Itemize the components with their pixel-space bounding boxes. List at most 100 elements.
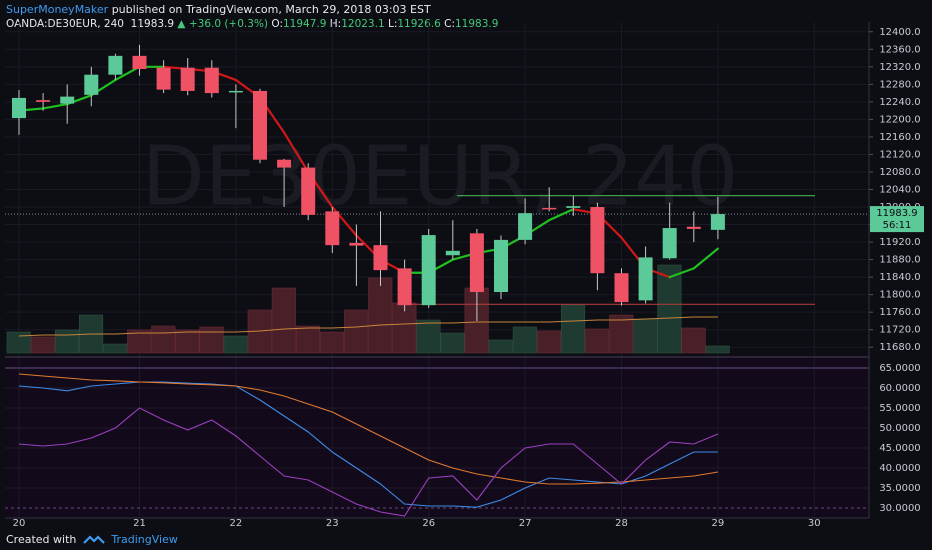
volume-bar	[416, 319, 441, 354]
candle-body	[373, 245, 388, 271]
volume-bar	[344, 309, 369, 354]
candle-body	[542, 207, 557, 210]
x-tick-label: 30	[808, 518, 821, 529]
watermark: DE30EUR, 240	[142, 129, 739, 224]
y-tick-label: 30.0000	[879, 503, 920, 514]
y-tick-label: 50.0000	[879, 423, 920, 434]
created: Created with	[6, 533, 77, 546]
volume-bar	[609, 314, 634, 354]
y-tick-label: 11720.0	[879, 325, 920, 336]
volume-bar	[295, 325, 321, 354]
x-tick-label: 27	[519, 518, 532, 529]
x-tick-label: 29	[712, 518, 725, 529]
l: 11926.6	[397, 18, 441, 30]
ma-segment	[283, 131, 310, 174]
candle-body	[156, 67, 171, 90]
volume-bar	[585, 328, 610, 354]
y-tick-label: 12040.0	[879, 185, 920, 196]
volume-bar	[271, 287, 296, 354]
candle-body	[349, 242, 364, 246]
volume-bar	[223, 335, 248, 354]
volume-bar	[199, 326, 224, 354]
y-tick-label: 11920.0	[879, 237, 920, 248]
candle-body	[180, 67, 195, 91]
volume-bar	[30, 336, 55, 354]
y-tick-label: 12320.0	[879, 62, 920, 73]
candle-body	[36, 100, 51, 102]
volume-bar	[512, 326, 537, 354]
y-tick-label: 11800.0	[879, 290, 920, 301]
y-tick-label: 40.0000	[879, 463, 920, 474]
candle-body	[228, 90, 243, 93]
last: 11983.9	[130, 18, 175, 30]
candle-body	[421, 235, 436, 306]
y-tick-label: 55.0000	[879, 403, 920, 414]
last-price-label: 11983.9	[876, 208, 917, 219]
author[interactable]: SuperMoneyMaker	[6, 3, 109, 16]
c: 11983.9	[455, 18, 499, 30]
volume-bar	[536, 330, 562, 354]
volume-bar	[319, 331, 345, 354]
candle-body	[662, 228, 677, 259]
candle-body	[301, 167, 316, 215]
y-tick-label: 45.0000	[879, 443, 920, 454]
candle-body	[108, 55, 123, 75]
candle-body	[614, 273, 629, 303]
candle-body	[132, 55, 147, 70]
ma-segment	[692, 247, 720, 270]
volume-bar	[127, 329, 152, 354]
volume-bar	[54, 329, 80, 354]
countdown: 56:11	[883, 220, 912, 231]
last-price-tag	[870, 206, 924, 233]
y-tick-label: 11760.0	[879, 307, 920, 318]
y-tick-label: 12360.0	[879, 44, 920, 55]
y-tick-label: 12200.0	[879, 114, 920, 125]
volume-bar	[560, 304, 586, 354]
l-label: L:	[387, 18, 398, 30]
brand[interactable]: TradingView	[111, 533, 178, 546]
y-tick-label: 12280.0	[879, 79, 920, 90]
candle-body	[397, 268, 412, 306]
y-tick-label: 11880.0	[879, 255, 920, 266]
volume-bar	[6, 331, 31, 354]
volume-bar	[488, 339, 513, 354]
x-tick-label: 23	[326, 518, 339, 529]
volume-bar	[657, 264, 682, 354]
candle-body	[494, 239, 508, 293]
x-tick-label: 21	[133, 518, 146, 529]
symbol-line: OANDA:DE30EUR, 240 11983.9 ▲ +36.0 (+0.3…	[6, 18, 498, 30]
candle-body	[566, 206, 581, 208]
y-tick-label: 11680.0	[879, 342, 920, 353]
x-tick-label: 26	[422, 518, 435, 529]
candle-body	[84, 74, 99, 95]
y-tick-label: 12080.0	[879, 167, 920, 178]
candle-body	[590, 207, 605, 274]
o: 11947.9	[283, 18, 327, 30]
candle-body	[638, 257, 653, 301]
y-tick-label: 12120.0	[879, 149, 920, 160]
candle-body	[518, 213, 533, 240]
arrow: ▲	[177, 18, 186, 30]
y-tick-label: 11840.0	[879, 272, 920, 283]
indicator-bg	[5, 358, 869, 518]
chart: DE30EUR, 240 12400.0 12360.0 12320.0 12280.…	[5, 22, 924, 529]
x-tick-label: 22	[230, 518, 243, 529]
ma-segment	[41, 102, 69, 110]
volume-bar	[633, 318, 658, 354]
c-label: C:	[444, 18, 455, 30]
candle-body	[710, 214, 725, 230]
footer: Created with TradingView	[6, 533, 178, 546]
volume-bar	[103, 343, 128, 354]
ma-segment	[668, 267, 695, 279]
publish-line: SuperMoneyMaker published on TradingView…	[6, 3, 431, 16]
candle-body	[445, 250, 460, 256]
change: +36.0 (+0.3%)	[188, 18, 269, 30]
candle-body	[325, 211, 340, 246]
o-label: O:	[271, 18, 283, 30]
y-tick-label: 35.0000	[879, 483, 920, 494]
y-tick-label: 65.0000	[879, 363, 920, 374]
candle-body	[469, 233, 484, 293]
symbol: OANDA:DE30EUR, 240	[6, 18, 124, 30]
volume-bar	[681, 327, 706, 354]
indicator-line	[18, 407, 719, 517]
